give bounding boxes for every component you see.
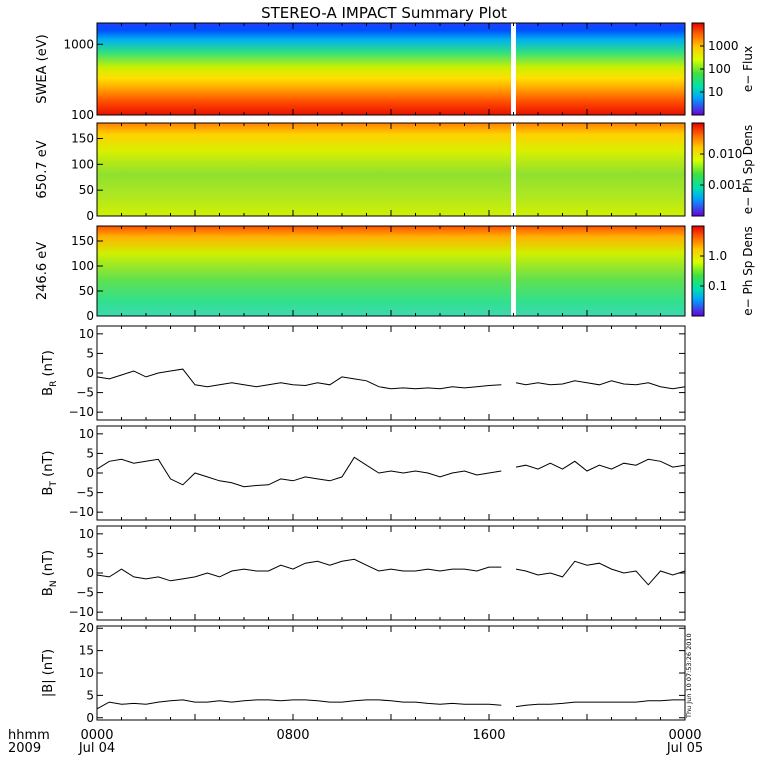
x-tick-label: 0000 [668,728,701,743]
y-tick-label: 0 [86,309,94,323]
time-axis-row2-label: 2009 [8,741,41,756]
ylabel-main: B [41,387,56,396]
series-line [515,380,686,390]
y-tick-label: −10 [69,605,94,619]
heatmap-2 [97,123,685,216]
y-tick-label: 5 [86,688,94,702]
y-tick-label: −5 [76,386,94,400]
time-axis-row1-label: hhmm [8,728,50,743]
ylabel-unit: (nT) [41,350,56,380]
ylabel-unit: (nT) [41,451,56,481]
line-panel-6-frame [96,525,686,621]
series-line [96,699,502,710]
y-tick-label: 0 [86,566,94,580]
y-tick-label: 5 [86,446,94,460]
y-tick-label: 0 [86,466,94,480]
y-tick-label: 5 [86,546,94,560]
y-tick-label: 50 [79,183,94,197]
panel-ylabel: 650.7 eV [35,140,50,198]
y-tick-label: −10 [69,405,94,419]
series-line [96,456,502,488]
series-line [515,458,686,472]
ylabel-unit: (nT) [41,550,56,580]
panel-ylabel: BN (nT) [41,550,59,596]
y-tick-label: 10 [79,666,94,680]
y-tick-label: 0 [86,366,94,380]
series-line [96,368,502,390]
heatmap-1 [97,23,685,115]
y-tick-label: −5 [76,486,94,500]
ylabel-main: |B| [41,679,56,697]
ylabel-main: B [41,587,56,596]
ylabel-sub: N [49,580,59,587]
y-tick-label: 100 [71,108,94,122]
y-tick-label: −10 [69,505,94,519]
data-gap [511,123,516,216]
x-tick-date: Jul 04 [78,741,115,756]
y-tick-label: 1000 [63,37,94,51]
y-tick-label: 100 [71,157,94,171]
colorbar-label: e− Ph Sp Dens [741,125,755,214]
ylabel-sub: T [49,481,59,488]
panel-ylabel: BT (nT) [41,451,59,496]
colorbar-tick-label: 10 [708,85,723,99]
colorbar-label: e− Flux [741,46,755,92]
ylabel-sub: R [49,381,59,387]
colorbar-3 [691,225,705,317]
line-panel-5-frame [96,425,686,521]
y-tick-label: 150 [71,132,94,146]
y-tick-label: 15 [79,644,94,658]
y-tick-label: 50 [79,284,94,298]
y-tick-label: 100 [71,259,94,273]
colorbar-tick-label: 1.0 [708,249,727,263]
x-tick-label: 0000 [80,728,113,743]
colorbar-tick-label: 0.1 [708,279,727,293]
timestamp: Thu Jun 10 07:53:26 2010 [685,633,693,719]
data-gap [511,23,516,115]
colorbar-tick-label: 1000 [708,39,739,53]
heatmap-3 [97,226,685,316]
ylabel-unit: (nT) [41,649,56,679]
x-tick-label: 0800 [276,728,309,743]
y-tick-label: 0 [86,711,94,725]
colorbar-2 [691,122,705,217]
y-tick-label: 10 [79,527,94,541]
panel-ylabel: 246.6 eV [35,242,50,300]
x-tick-date: Jul 05 [666,741,703,756]
panel-ylabel: |B| (nT) [41,649,56,697]
x-tick-label: 1600 [472,728,505,743]
y-tick-label: 0 [86,209,94,223]
y-tick-label: 150 [71,234,94,248]
colorbar-tick-label: 100 [708,62,731,76]
y-tick-label: −5 [76,586,94,600]
y-tick-label: 10 [79,327,94,341]
colorbar-tick-label: 0.001 [708,178,742,192]
panel-ylabel: SWEA (eV) [35,34,50,103]
colorbar-label: e− Ph Sp Dens [741,226,755,315]
series-line [515,560,686,586]
panel-ylabel: BR (nT) [41,350,59,396]
y-tick-label: 20 [79,621,94,635]
plot-title: STEREO-A IMPACT Summary Plot [261,4,507,22]
colorbar-tick-label: 0.010 [708,147,742,161]
series-line [96,558,502,582]
line-panel-7-frame [96,625,686,721]
y-tick-label: 10 [79,427,94,441]
y-tick-label: 5 [86,346,94,360]
series-line [515,699,685,708]
ylabel-main: B [41,487,56,496]
data-gap [511,226,516,316]
